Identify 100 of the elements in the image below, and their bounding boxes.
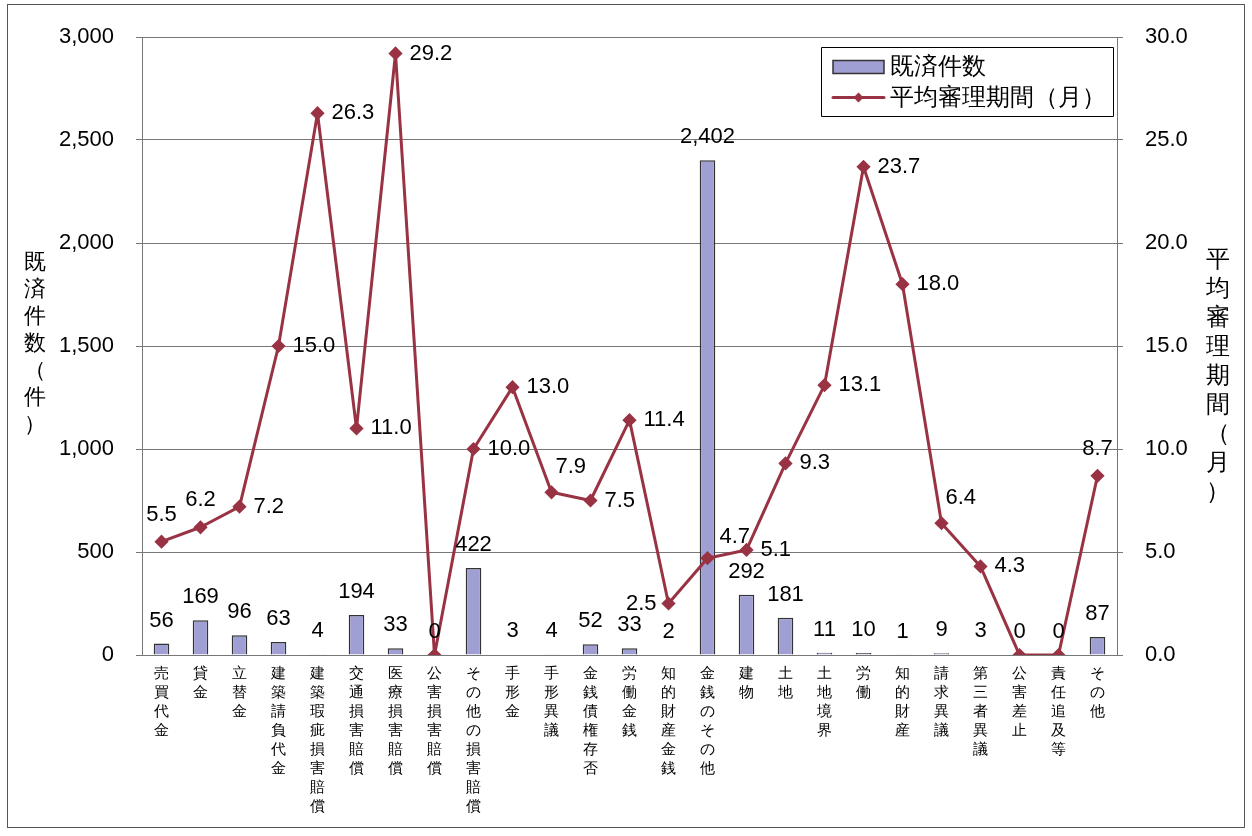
point	[935, 516, 948, 530]
y2-tick-label: 30.0	[1145, 23, 1188, 49]
y-tick-label: 1,000	[58, 435, 114, 461]
data-label: 6.2	[185, 486, 216, 512]
point	[662, 597, 675, 610]
point	[896, 277, 909, 291]
data-label: 23.7	[877, 152, 921, 178]
x-tick-label: 金銭のその他	[700, 664, 715, 778]
y2-tick-label: 0.0	[1145, 641, 1176, 667]
data-label: 29.2	[409, 39, 453, 65]
y-tick-label: 2,000	[58, 229, 114, 255]
point	[272, 339, 285, 353]
x-tick-label: 知的財産金銭	[661, 664, 676, 778]
x-tick-label: その他の損害賠償	[466, 664, 481, 816]
data-label: 33	[383, 611, 408, 637]
x-tick-label: 建物	[739, 664, 754, 702]
data-label: 5.5	[146, 500, 177, 526]
x-tick-label: 手形異議	[544, 664, 559, 740]
data-label: 4.7	[719, 523, 751, 549]
point	[857, 160, 870, 174]
point	[740, 543, 753, 557]
point	[194, 520, 207, 534]
x-tick-label: 労働	[856, 664, 871, 702]
point	[623, 413, 636, 427]
x-tick-label: 金銭債権存否	[583, 664, 598, 778]
x-tick-label: 請求異議	[934, 664, 949, 740]
point	[155, 535, 168, 549]
point	[545, 485, 558, 499]
x-tick-label: 建築請負代金	[271, 664, 286, 778]
point	[1091, 469, 1104, 483]
x-tick-label: 土地	[778, 664, 793, 702]
point	[584, 494, 597, 507]
y-axis-title: 既済件数（件）	[24, 248, 46, 437]
y-tick-label: 3,000	[58, 23, 114, 49]
data-label: 7.5	[604, 486, 636, 512]
x-tick-label: 責任追及等	[1051, 664, 1066, 759]
point	[389, 46, 402, 60]
y2-tick-label: 10.0	[1145, 435, 1188, 461]
data-label: 63	[266, 605, 291, 631]
x-tick-label: 売買代金	[154, 664, 169, 740]
y-tick-label: 0	[101, 641, 114, 667]
data-label: 4.3	[994, 552, 1026, 578]
y2-tick-label: 25.0	[1145, 126, 1188, 152]
data-label: 87	[1085, 600, 1110, 626]
data-label: 7.9	[555, 453, 587, 479]
text: 平均審理期間（月）	[1206, 245, 1230, 505]
x-tick-label: 公害損害賠償	[427, 664, 442, 778]
y2-tick-label: 20.0	[1145, 229, 1188, 255]
y2-tick-label: 15.0	[1145, 332, 1188, 358]
point	[506, 380, 519, 394]
data-label: 96	[227, 598, 252, 624]
data-label: 0	[428, 618, 441, 644]
legend-label: 平均審理期間（月）	[890, 82, 1106, 111]
data-label: 0	[1013, 618, 1026, 644]
data-label: 56	[149, 606, 174, 632]
y-tick-label: 2,500	[58, 126, 114, 152]
y2-tick-label: 5.0	[1145, 538, 1176, 564]
data-label: 9.3	[799, 449, 831, 475]
point	[311, 106, 324, 120]
x-tick-label: 手形金	[505, 664, 520, 721]
point	[233, 500, 246, 514]
data-label: 4	[311, 617, 324, 643]
y-tick-label: 1,500	[58, 332, 114, 358]
x-tick-label: 公害差止	[1012, 664, 1027, 740]
data-label: 3	[506, 617, 519, 643]
point	[350, 421, 363, 435]
data-label: 18.0	[916, 270, 960, 296]
x-tick-label: 労働金銭	[622, 664, 637, 740]
data-label: 4	[545, 617, 558, 643]
x-tick-label: 第三者異議	[973, 664, 988, 759]
point	[467, 442, 480, 456]
x-tick-label: 交通損害賠償	[349, 664, 364, 778]
data-label: 3	[974, 617, 987, 643]
data-label: 11.4	[643, 406, 685, 432]
x-tick-label: 建築瑕疵損害賠償	[310, 664, 325, 816]
data-label: 2	[662, 617, 675, 643]
data-label: 169	[182, 583, 219, 609]
data-label: 11	[813, 615, 836, 641]
data-label: 1	[896, 617, 909, 643]
data-label: 8.7	[1082, 434, 1113, 460]
data-label: 26.3	[331, 99, 375, 125]
x-tick-label: 知的財産	[895, 664, 910, 740]
point	[779, 456, 792, 470]
x-tick-label: その他	[1090, 664, 1105, 721]
x-tick-label: 土地境界	[817, 664, 832, 740]
legend-label: 既済件数	[890, 51, 986, 80]
data-label: 9	[935, 616, 948, 642]
x-tick-label: 立替金	[232, 664, 247, 721]
data-label: 13.1	[838, 371, 882, 397]
data-label: 11.0	[370, 414, 412, 440]
point	[818, 378, 831, 392]
data-label: 181	[767, 580, 804, 606]
x-tick-label: 医療損害賠償	[388, 664, 403, 778]
x-tick-label: 貸金	[193, 664, 208, 702]
data-label: 15.0	[292, 332, 336, 358]
data-label: 13.0	[526, 373, 570, 399]
data-label: 10.0	[487, 435, 531, 461]
data-label: 6.4	[945, 484, 977, 510]
data-label: 2,402	[679, 123, 736, 149]
y-tick-label: 500	[77, 538, 114, 564]
